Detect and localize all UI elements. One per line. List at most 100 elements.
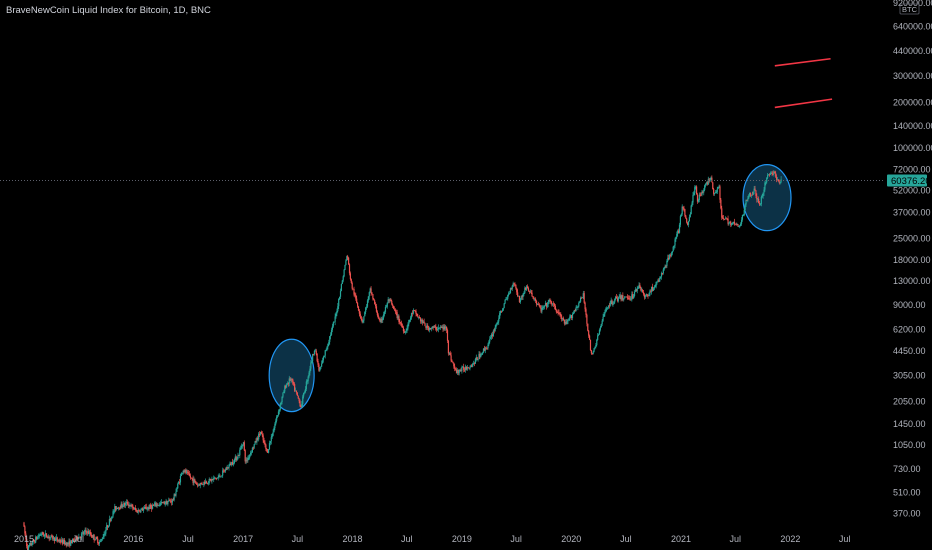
y-tick-label: 18000.00 xyxy=(893,255,931,265)
candle-body xyxy=(521,296,523,298)
candle-body xyxy=(699,194,701,196)
candle-body xyxy=(570,315,573,319)
highlight-circle-2[interactable] xyxy=(742,164,792,232)
candle-body xyxy=(83,531,85,534)
candle-body xyxy=(501,310,503,312)
x-tick-label: Jul xyxy=(620,534,632,544)
annotation-trend-lines[interactable] xyxy=(774,57,833,109)
candle-body xyxy=(44,533,47,535)
candle-body xyxy=(510,288,512,290)
candle-body xyxy=(234,456,236,460)
candle-body xyxy=(562,318,564,320)
candle-body xyxy=(366,300,369,307)
candle-body xyxy=(178,482,180,484)
candle-body xyxy=(76,536,78,540)
candle-body xyxy=(716,188,718,193)
candle-body xyxy=(748,195,750,199)
candle-body xyxy=(286,383,289,385)
candle-body xyxy=(49,537,51,539)
candle-body xyxy=(150,504,152,507)
candle-body xyxy=(142,508,145,511)
candle-body xyxy=(528,290,530,293)
candle-body xyxy=(96,537,98,539)
candle-body xyxy=(59,540,61,542)
candle-body xyxy=(348,257,350,265)
candle-body xyxy=(62,539,64,544)
candle-body xyxy=(620,295,622,300)
candle-body xyxy=(115,506,117,510)
candle-body xyxy=(511,285,513,289)
candle-body xyxy=(677,230,679,235)
candle-body xyxy=(244,450,246,462)
candle-body xyxy=(554,306,557,310)
candle-body xyxy=(144,507,146,508)
candle-body xyxy=(272,432,274,436)
trend-line-1[interactable] xyxy=(774,57,831,67)
candle-body xyxy=(26,546,29,550)
candle-body xyxy=(586,314,588,324)
candle-body xyxy=(269,441,271,444)
candle-body xyxy=(232,462,234,465)
highlight-circle-1[interactable] xyxy=(268,338,315,413)
candle-body xyxy=(163,501,165,505)
candle-body xyxy=(123,503,125,507)
price-axis[interactable]: 920000.00640000.00440000.00300000.002000… xyxy=(893,0,932,518)
candle-body xyxy=(539,306,541,308)
candle-body xyxy=(254,441,256,445)
candle-body xyxy=(319,368,321,371)
candle-body xyxy=(126,501,129,505)
candle-body xyxy=(157,504,159,506)
candle-body xyxy=(719,186,721,200)
candle-body xyxy=(169,500,172,502)
candle-body xyxy=(41,532,43,535)
candle-body xyxy=(715,192,717,194)
candle-body xyxy=(417,315,419,318)
candle-body xyxy=(135,509,137,511)
candle-body xyxy=(734,223,736,225)
candle-body xyxy=(416,314,418,316)
candle-body xyxy=(454,366,456,369)
candle-body xyxy=(484,347,486,351)
candle-body xyxy=(735,223,737,225)
candle-body xyxy=(736,224,738,225)
candle-body xyxy=(779,181,781,184)
candle-body xyxy=(507,295,509,299)
currency-badge[interactable]: BTC xyxy=(899,3,920,15)
candle-body xyxy=(690,205,692,214)
candle-body xyxy=(281,396,283,403)
candle-body xyxy=(35,537,38,540)
candle-body xyxy=(98,542,100,544)
candle-body xyxy=(758,203,761,205)
candle-body xyxy=(207,482,209,484)
candle-body xyxy=(63,539,66,545)
candle-body xyxy=(343,269,345,277)
candle-body xyxy=(431,326,433,329)
candle-body xyxy=(173,494,175,500)
y-tick-label: 25000.00 xyxy=(893,233,931,243)
candle-body xyxy=(225,469,227,471)
candle-body xyxy=(153,504,155,506)
candle-body xyxy=(467,367,469,369)
candle-body xyxy=(89,532,92,535)
candle-body xyxy=(660,276,662,278)
trend-line-2[interactable] xyxy=(774,98,833,109)
candle-body xyxy=(470,365,472,368)
candle-body xyxy=(659,277,661,282)
candle-body xyxy=(400,322,402,324)
time-axis[interactable]: 2015 Jul 2016 Jul 2017 Jul 2018 Jul 2019 Jul 2020 J… xyxy=(14,534,850,544)
candle-body xyxy=(710,177,712,180)
candle-body xyxy=(713,193,716,195)
candle-body xyxy=(464,366,467,371)
candle-body xyxy=(549,299,551,302)
candle-body xyxy=(603,314,605,317)
candle-body xyxy=(418,317,420,318)
candle-body xyxy=(267,450,269,453)
candle-body xyxy=(172,499,174,501)
candle-body xyxy=(220,476,222,478)
candle-body xyxy=(478,354,480,360)
candle-body xyxy=(86,531,88,534)
candle-body xyxy=(110,517,112,521)
candle-body xyxy=(104,533,106,535)
candle-body xyxy=(618,296,620,298)
